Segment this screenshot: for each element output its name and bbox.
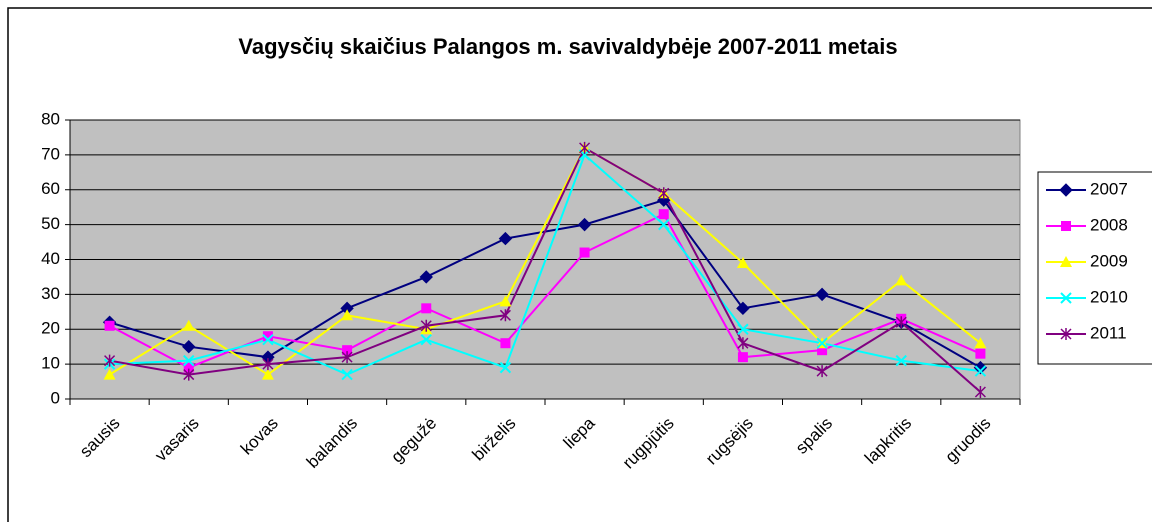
y-tick-label: 70 [41, 144, 60, 163]
marker [499, 295, 512, 307]
marker [1060, 292, 1072, 304]
marker [420, 334, 432, 346]
y-tick-label: 0 [51, 388, 60, 407]
marker [183, 368, 195, 381]
marker [262, 331, 273, 342]
marker [737, 337, 749, 350]
marker [182, 319, 195, 331]
y-tick-label: 60 [41, 179, 60, 198]
marker [341, 309, 354, 321]
marker [895, 354, 907, 367]
marker [183, 354, 195, 367]
marker [816, 365, 828, 378]
marker [816, 337, 828, 349]
marker [104, 320, 115, 331]
legend-label: 2007 [1090, 179, 1128, 198]
chart-title: Vagysčių skaičius Palangos m. savivaldyb… [238, 34, 897, 59]
marker [973, 360, 988, 375]
marker [499, 309, 511, 322]
marker [737, 323, 749, 335]
y-tick-label: 40 [41, 249, 60, 268]
marker [342, 345, 353, 356]
legend-label: 2011 [1090, 323, 1127, 342]
marker [895, 274, 908, 286]
series-line [109, 146, 982, 393]
marker [974, 386, 986, 399]
marker [579, 247, 590, 258]
marker [420, 319, 432, 332]
marker [737, 352, 748, 363]
y-tick-label: 30 [41, 284, 60, 303]
marker [104, 354, 116, 367]
marker [419, 270, 433, 284]
marker [577, 217, 592, 232]
marker [182, 339, 196, 354]
marker [261, 368, 274, 380]
marker [1060, 328, 1072, 340]
marker [262, 358, 274, 371]
marker [579, 141, 591, 154]
marker [341, 368, 353, 381]
marker [815, 287, 829, 302]
legend-label: 2010 [1090, 287, 1128, 306]
marker [262, 334, 274, 346]
y-tick-label: 80 [41, 109, 60, 128]
marker [658, 209, 669, 220]
legend-label: 2009 [1090, 251, 1128, 270]
marker [817, 345, 828, 356]
marker [1061, 221, 1071, 231]
marker [183, 362, 194, 373]
marker [103, 368, 116, 380]
marker [736, 301, 750, 316]
marker [736, 256, 749, 268]
marker [1059, 183, 1073, 197]
marker [421, 303, 432, 314]
marker [974, 337, 987, 349]
y-tick-label: 20 [41, 319, 60, 338]
legend-box [1037, 171, 1152, 365]
y-tick-label: 10 [41, 354, 60, 373]
marker [975, 348, 986, 359]
legend-label: 2008 [1090, 215, 1128, 234]
y-tick-label: 50 [41, 214, 60, 233]
marker [499, 361, 512, 374]
marker [498, 231, 513, 246]
marker [658, 218, 670, 231]
marker [1060, 256, 1072, 267]
marker [895, 316, 907, 329]
marker [658, 187, 670, 200]
series-line [109, 153, 981, 376]
marker [341, 351, 353, 364]
marker [500, 338, 511, 349]
series-line [109, 212, 981, 369]
marker [974, 365, 987, 377]
